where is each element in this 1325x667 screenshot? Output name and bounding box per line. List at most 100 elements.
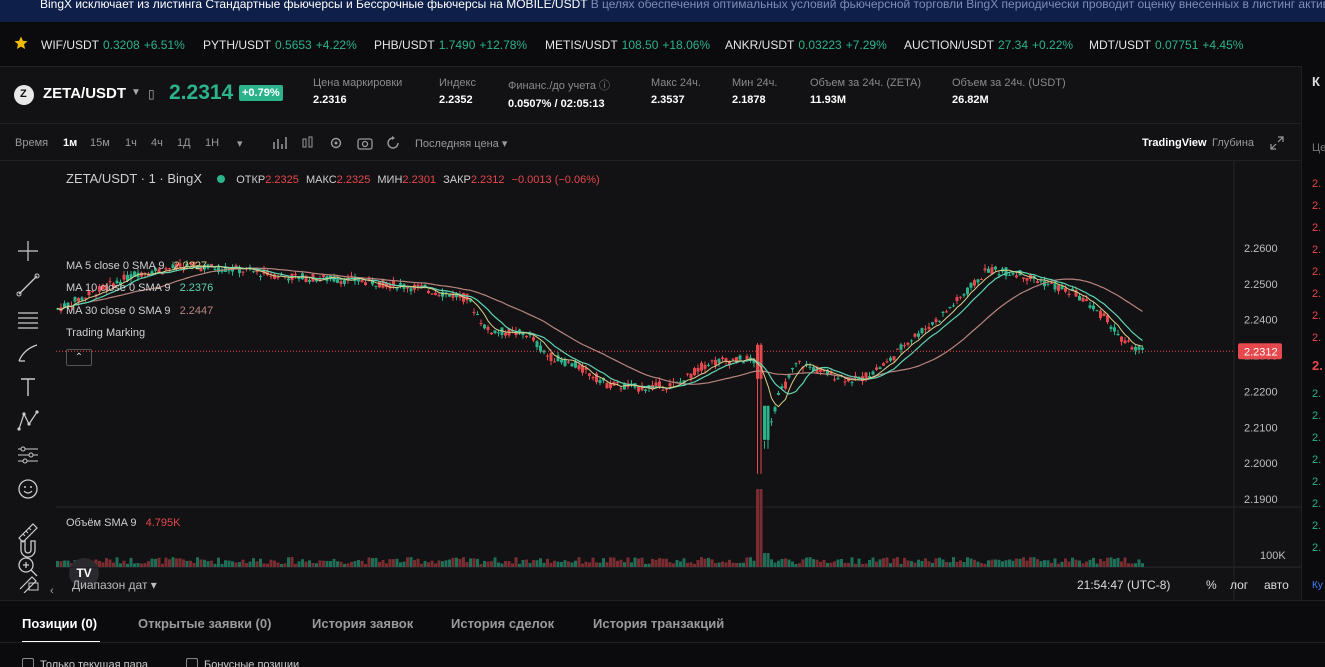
announcement-banner[interactable]: BingX исключает из листинга Стандартные … [0,0,1325,22]
clock[interactable]: 21:54:47 (UTC-8) [1077,578,1171,592]
checkbox-box[interactable] [186,658,198,667]
star-icon[interactable] [14,36,28,50]
candle-body [1123,340,1127,344]
ask-row[interactable]: 2. [1312,310,1322,322]
tab-open-orders[interactable]: Открытые заявки (0) [138,616,272,631]
price-type-selector[interactable]: Последняя цена ▾ [415,137,507,150]
legend-ma10[interactable]: MA 10 close 0 SMA 9 2.2376 [66,282,213,294]
volume-bar [290,557,294,567]
tab-order-history[interactable]: История заявок [312,616,414,631]
legend-trading-marking[interactable]: Trading Marking [66,327,146,339]
volume-bar [416,558,420,567]
volume-bar [682,558,686,567]
emoji-icon[interactable] [16,477,40,501]
ask-row[interactable]: 2. [1312,266,1322,278]
checkbox-bonus-positions[interactable]: Бонусные позиции [186,658,299,667]
volume-bar [472,558,476,567]
candle-body [1106,315,1109,323]
fullscreen-icon[interactable] [1270,136,1284,150]
candle-body [133,271,136,277]
interval-1w[interactable]: 1Н [205,137,220,149]
text-icon[interactable] [16,375,40,399]
tab-transaction-history[interactable]: История транзакций [593,616,725,631]
tradingview-logo[interactable]: TV [69,558,99,588]
book-icon[interactable]: ▯ [148,87,155,101]
orderbook-footer[interactable]: Ку [1312,580,1323,591]
log-toggle[interactable]: лог [1230,578,1249,592]
chevron-left-icon[interactable]: ‹ [50,585,54,597]
volume-bar [549,562,553,567]
date-range-button[interactable]: Диапазон дат ▾ [72,578,157,592]
chevron-down-icon[interactable]: ▼ [131,87,141,98]
pattern-icon[interactable] [16,409,40,433]
settings-icon[interactable] [329,136,343,150]
reset-icon[interactable] [386,136,400,150]
bid-row[interactable]: 2. [1312,542,1322,554]
ask-row[interactable]: 2. [1312,332,1322,344]
legend-ma30[interactable]: MA 30 close 0 SMA 9 2.2447 [66,305,213,317]
bid-row[interactable]: 2. [1312,410,1322,422]
interval-4h[interactable]: 4ч [151,137,163,149]
pair-selector[interactable]: ZETA/USDT [43,85,127,102]
ticker-item-pyth[interactable]: PYTH/USDT 0.5653 +4.22% [203,38,357,52]
horizontal-lines-icon[interactable] [16,307,40,331]
bid-row[interactable]: 2. [1312,520,1322,532]
ask-row[interactable]: 2. [1312,200,1322,212]
bid-row[interactable]: 2. [1312,432,1322,444]
stat-index: Индекс 2.2352 [439,77,476,106]
interval-1h[interactable]: 1ч [125,137,137,149]
crosshair-icon[interactable] [16,239,40,263]
volume-bar [245,563,248,567]
ticker-item-auction[interactable]: AUCTION/USDT 27.34 +0.22% [904,38,1073,52]
bid-row[interactable]: 2. [1312,454,1322,466]
candle-body [745,356,749,359]
ask-row[interactable]: 2. [1312,178,1322,190]
date-range-label: Диапазон дат [72,578,148,592]
ticker-item-mdt[interactable]: MDT/USDT 0.07751 +4.45% [1089,38,1243,52]
magnet-icon[interactable] [16,537,40,561]
zoom-in-icon[interactable] [16,555,40,579]
volume-bar [315,563,318,567]
trend-line-icon[interactable] [16,273,40,297]
interval-1d[interactable]: 1Д [177,137,191,149]
bid-row[interactable]: 2. [1312,388,1322,400]
stat-funding[interactable]: Финанс./до учета ⓘ 0.0507% / 02:05:13 [508,77,610,110]
volume-bar [318,560,322,567]
checkbox-box[interactable] [22,658,34,667]
tab-tradingview[interactable]: TradingView [1142,137,1207,149]
legend-volume[interactable]: Объём SMA 9 4.795K [66,517,180,529]
bid-row[interactable]: 2. [1312,498,1322,510]
interval-1m[interactable]: 1м [63,137,78,149]
ask-row[interactable]: 2. [1312,222,1322,234]
ticker-item-wif[interactable]: WIF/USDT 0.3208 +6.51% [41,38,185,52]
ticker-item-ankr[interactable]: ANKR/USDT 0.03223 +7.29% [725,38,887,52]
legend-ma5[interactable]: MA 5 close 0 SMA 9 2.2327 [66,260,207,272]
ask-row[interactable]: 2. [1312,288,1322,300]
ask-row[interactable]: 2. [1312,244,1322,256]
forecast-icon[interactable] [16,443,40,467]
candle-body [1113,327,1116,332]
bid-row[interactable]: 2. [1312,476,1322,488]
tab-depth[interactable]: Глубина [1212,137,1255,149]
percent-toggle[interactable]: % [1206,578,1217,592]
checkbox-current-pair[interactable]: Только текущая пара [22,658,148,667]
ticker-item-phb[interactable]: PHB/USDT 1.7490 +12.78% [374,38,527,52]
interval-15m[interactable]: 15м [90,137,110,149]
price-chart[interactable]: 2.26002.25002.24002.23002.22002.21002.20… [50,161,1301,621]
ticker-item-metis[interactable]: METIS/USDT 108.50 +18.06% [545,38,710,52]
candle-body [598,379,602,383]
collapse-legend-button[interactable]: ⌃ [66,349,92,366]
camera-icon[interactable] [357,136,373,150]
tab-trade-history[interactable]: История сделок [451,616,555,631]
brush-icon[interactable] [16,341,40,365]
chart-type-icon[interactable] [301,136,315,150]
indicators-icon[interactable] [273,136,289,150]
ticker-price: 0.3208 [103,38,140,52]
chart-canvas[interactable]: 2.26002.25002.24002.23002.22002.21002.20… [56,161,1301,621]
auto-toggle[interactable]: авто [1264,578,1289,592]
candle-body [1134,346,1137,351]
tab-positions[interactable]: Позиции (0) [22,616,98,631]
volume-bar [577,557,581,567]
interval-dropdown-icon[interactable]: ▾ [237,138,243,150]
lock-drawing-icon[interactable] [16,569,40,593]
